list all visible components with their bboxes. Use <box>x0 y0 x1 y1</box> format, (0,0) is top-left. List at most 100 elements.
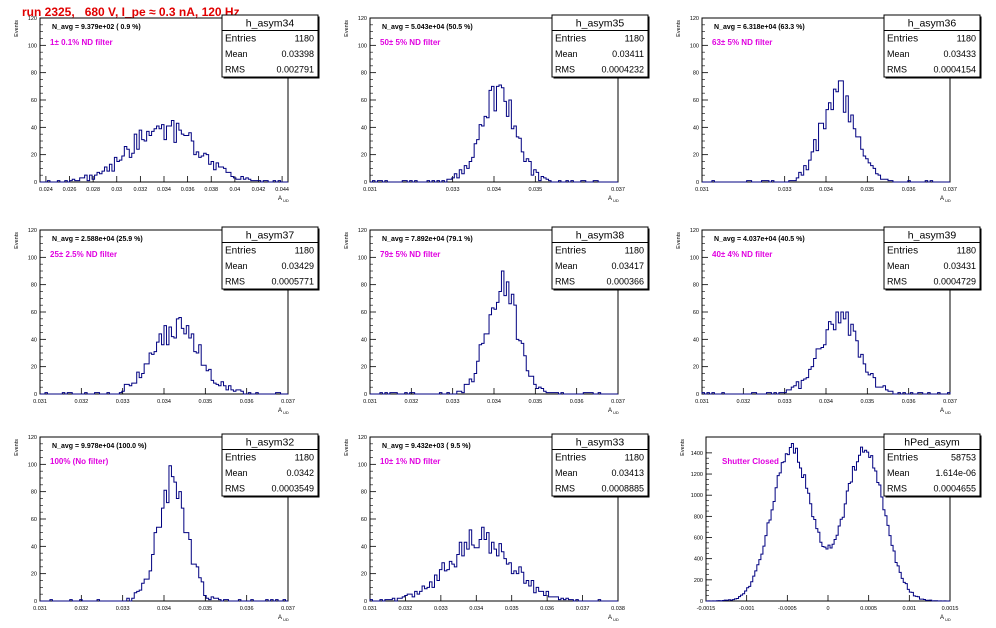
stats-key: Mean <box>225 49 248 59</box>
stats-value: 1180 <box>957 34 976 44</box>
x-tick-label: 0.038 <box>611 606 625 612</box>
y-tick-label: 40 <box>361 544 367 550</box>
histogram-panel-h_asym32: 0 20 40 60 80 100 120 0.031 0.032 0.033 0.034 0.035… <box>0 433 330 623</box>
y-tick-label: 100 <box>690 43 699 49</box>
x-tick-label: 0.032 <box>74 606 88 612</box>
y-tick-label: 0 <box>364 392 367 398</box>
stats-key: Mean <box>555 261 578 271</box>
y-tick-label: 120 <box>690 228 699 234</box>
histogram-line <box>40 120 288 183</box>
y-tick-label: 100 <box>690 255 699 261</box>
y-tick-label: 120 <box>358 16 367 22</box>
stats-box-shadow <box>648 16 650 79</box>
filter-label: 79± 5% ND filter <box>380 250 440 259</box>
x-tick-label: 0.033 <box>434 606 448 612</box>
histogram-panel-h_asym38: 0 20 40 60 80 100 120 0.031 0.032 0.033 0.034 0.035… <box>330 226 660 416</box>
y-tick-label: 20 <box>361 153 367 159</box>
stats-title: h_asym39 <box>908 230 957 242</box>
y-tick-label: 80 <box>693 71 699 77</box>
y-tick-label: 0 <box>696 180 699 186</box>
stats-box-shadow <box>318 16 320 79</box>
y-tick-label: 20 <box>693 365 699 371</box>
x-tick-label: 0.024 <box>39 187 53 193</box>
x-tick-label: 0.032 <box>133 187 147 193</box>
y-tick-label: 120 <box>28 228 37 234</box>
stats-box-shadow <box>223 77 320 79</box>
histogram-panel-hPed_asym: 0 200 400 600 800 1000 1200 1400 -0.0015 -0.001 -0… <box>662 433 992 623</box>
x-tick-label: 0.038 <box>204 187 218 193</box>
y-tick-label: 80 <box>31 71 37 77</box>
x-tick-label: -0.0005 <box>778 606 797 612</box>
x-axis-label-subscript: UD <box>945 617 951 622</box>
histogram-line <box>370 84 618 183</box>
stats-value: 1180 <box>625 453 644 463</box>
histogram-line <box>40 465 288 602</box>
histogram-panel-h_asym35: 0 20 40 60 80 100 120 0.031 0.033 0.034 0.035 0.037… <box>330 14 660 204</box>
x-tick-label: 0.031 <box>363 606 377 612</box>
stats-box-shadow <box>223 496 320 498</box>
stats-value: 0.03413 <box>611 468 644 478</box>
stats-box-shadow <box>980 16 982 79</box>
x-tick-label: 0.036 <box>902 399 916 405</box>
x-tick-label: 0.04 <box>229 187 240 193</box>
stats-value: 0.03431 <box>943 261 976 271</box>
y-tick-label: 60 <box>31 517 37 523</box>
x-axis-label-subscript: UD <box>613 198 619 203</box>
histogram-panel-h_asym36: 0 20 40 60 80 100 120 0.031 0.033 0.034 0.035 0.036… <box>662 14 992 204</box>
y-tick-label: 0 <box>364 180 367 186</box>
x-tick-label: 0.032 <box>74 399 88 405</box>
histogram-line <box>370 270 618 395</box>
n-avg-label: N_avg = 5.043e+04 (50.5 %) <box>382 24 473 31</box>
filter-label: 100% (No filter) <box>50 457 109 466</box>
histogram-plot: 0 20 40 60 80 100 120 0.031 0.033 0.034 0.035 0.036… <box>676 14 982 203</box>
n-avg-label: N_avg = 2.588e+04 (25.9 %) <box>52 236 143 243</box>
x-axis-label-subscript: UD <box>283 617 289 622</box>
stats-key: Mean <box>225 468 248 478</box>
y-tick-label: 40 <box>31 544 37 550</box>
x-tick-label: 0.034 <box>469 606 483 612</box>
stats-box-shadow <box>648 435 650 498</box>
stats-key: RMS <box>887 277 907 287</box>
stats-key: RMS <box>225 277 245 287</box>
x-tick-label: 0.034 <box>157 606 171 612</box>
stats-key: RMS <box>555 277 575 287</box>
y-tick-label: 0 <box>34 180 37 186</box>
x-axis-label-subscript: UD <box>613 410 619 415</box>
n-avg-label: N_avg = 6.318e+04 (63.3 %) <box>714 24 805 31</box>
y-tick-label: 60 <box>361 98 367 104</box>
x-axis-label: A <box>940 408 944 414</box>
stats-box <box>883 226 981 290</box>
y-tick-label: 60 <box>31 310 37 316</box>
histogram-panel-h_asym34: 0 20 40 60 80 100 120 0.024 0.026 0.028 0.03 0.032 0… <box>0 14 330 204</box>
y-tick-label: 1000 <box>691 493 703 499</box>
stats-title: h_asym37 <box>246 230 295 242</box>
histogram-line <box>706 443 950 602</box>
stats-key: Entries <box>555 246 586 257</box>
stats-key: Mean <box>555 49 578 59</box>
y-tick-label: 60 <box>31 98 37 104</box>
y-tick-label: 0 <box>364 599 367 605</box>
y-tick-label: 800 <box>694 514 703 520</box>
stats-key: RMS <box>225 65 245 75</box>
y-tick-label: 120 <box>28 16 37 22</box>
x-tick-label: 0.034 <box>819 187 833 193</box>
n-avg-label: N_avg = 9.978e+04 (100.0 %) <box>52 443 147 450</box>
x-tick-label: 0.031 <box>33 606 47 612</box>
y-tick-label: 0 <box>700 599 703 605</box>
y-tick-label: 40 <box>31 125 37 131</box>
y-tick-label: 80 <box>31 490 37 496</box>
y-axis-label: Events <box>344 20 350 37</box>
y-tick-label: 200 <box>694 578 703 584</box>
filter-label: 10± 1% ND filter <box>380 457 440 466</box>
x-tick-label: 0.037 <box>943 399 957 405</box>
histogram-plot: 0 20 40 60 80 100 120 0.031 0.033 0.034 0.035 0.037… <box>344 14 650 203</box>
y-tick-label: 60 <box>361 517 367 523</box>
x-tick-label: -0.001 <box>739 606 755 612</box>
stats-value: 1180 <box>295 246 314 256</box>
stats-key: RMS <box>555 65 575 75</box>
x-tick-label: 0.001 <box>902 606 916 612</box>
histogram-panel-h_asym37: 0 20 40 60 80 100 120 0.031 0.032 0.033 0.034 0.035… <box>0 226 330 416</box>
stats-key: Entries <box>555 453 586 464</box>
stats-box-shadow <box>885 77 982 79</box>
y-tick-label: 100 <box>28 462 37 468</box>
